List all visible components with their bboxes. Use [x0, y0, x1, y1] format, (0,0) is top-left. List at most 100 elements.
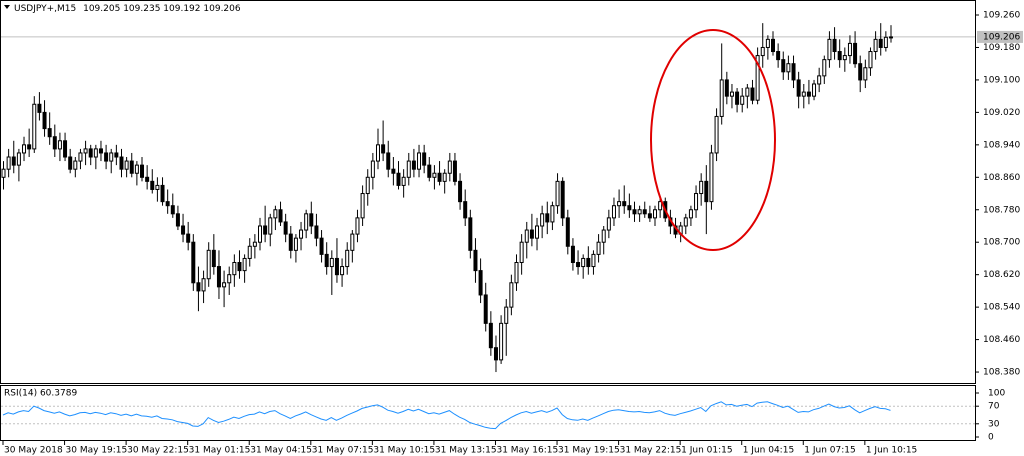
- candle-body: [98, 148, 103, 154]
- candle-body: [181, 225, 186, 235]
- x-tick-label: 31 May 19:15: [558, 446, 620, 456]
- candle-body: [437, 172, 442, 182]
- candle-body: [565, 217, 570, 247]
- x-tick-label: 31 May 04:15: [250, 446, 312, 456]
- candle-body: [360, 193, 365, 219]
- candle-body: [83, 148, 88, 154]
- candle-body: [442, 172, 447, 182]
- candle-body: [488, 322, 493, 349]
- highlight-ellipse: [650, 29, 776, 251]
- candle-body: [647, 213, 652, 219]
- candle-body: [601, 229, 606, 243]
- candle-body: [478, 270, 483, 296]
- candle-body: [776, 51, 781, 61]
- candle-body: [642, 209, 647, 215]
- candle-body: [427, 164, 432, 178]
- x-tick-label: 1 Jun 01:15: [681, 446, 732, 456]
- candle-body: [637, 209, 642, 215]
- rsi-line: [2, 401, 891, 430]
- candle-body: [740, 95, 745, 105]
- candle-body: [288, 233, 293, 251]
- x-tick-label: 30 May 19:15: [66, 446, 128, 456]
- candle-body: [422, 152, 427, 166]
- candle-body: [63, 140, 68, 158]
- candle-body: [868, 51, 873, 69]
- candle-body: [175, 213, 180, 227]
- candle-body: [483, 294, 488, 324]
- x-tick-label: 30 May 22:15: [127, 446, 189, 456]
- candle-body: [370, 160, 375, 178]
- candle-body: [622, 201, 627, 207]
- x-tick-label: 30 May 2018: [4, 446, 63, 456]
- candle-body: [52, 136, 57, 150]
- candle-body: [299, 229, 304, 239]
- candle-body: [714, 115, 719, 154]
- candle-body: [653, 209, 658, 219]
- y-tick-label: 108.540: [983, 303, 1020, 313]
- candle-body: [386, 152, 391, 170]
- x-tick-label: 1 Jun 10:15: [866, 446, 917, 456]
- candle-body: [832, 38, 837, 53]
- candle-body: [432, 172, 437, 178]
- y-tick-label: 109.260: [983, 11, 1020, 21]
- candle-body: [570, 245, 575, 264]
- candle-body: [78, 152, 83, 162]
- x-tick-label: 31 May 01:15: [189, 446, 251, 456]
- candle-body: [658, 201, 663, 211]
- y-tick-label: 100: [988, 389, 1005, 399]
- main-panel-frame: [0, 0, 976, 384]
- x-tick-label: 31 May 07:15: [312, 446, 374, 456]
- candle-body: [165, 201, 170, 207]
- candle-body: [858, 63, 863, 81]
- plot: 109.260 109.180 109.100 109.020 108.940 108.8…: [1, 11, 1023, 456]
- candle-body: [535, 225, 540, 239]
- candle-body: [206, 249, 211, 280]
- x-tick-label: 31 May 22:15: [620, 446, 682, 456]
- candle-body: [694, 193, 699, 211]
- rsi-panel-frame: [0, 385, 976, 441]
- candle-body: [883, 36, 888, 48]
- candle-body: [319, 237, 324, 255]
- candle-body: [227, 274, 232, 284]
- candle-body: [729, 91, 734, 97]
- candle-body: [16, 152, 21, 166]
- candle-body: [560, 180, 565, 219]
- candle-body: [11, 156, 16, 166]
- rsi-title: RSI(14) 60.3789: [4, 389, 77, 399]
- chart-header: USDJPY+,M15 109.205 109.235 109.192 109.…: [14, 4, 241, 14]
- candle-body: [847, 42, 852, 57]
- candle-body: [293, 237, 298, 251]
- candle-body: [745, 87, 750, 97]
- candle-body: [627, 205, 632, 211]
- candle-body: [529, 229, 534, 239]
- candle-body: [109, 152, 114, 162]
- candle-body: [201, 278, 206, 292]
- candle-body: [606, 217, 611, 231]
- candle-body: [314, 225, 319, 239]
- candle-body: [170, 205, 175, 215]
- candle-body: [468, 217, 473, 251]
- menu-triangle[interactable]: [4, 5, 10, 9]
- y-tick-label: 108.380: [983, 368, 1020, 378]
- candle-body: [596, 241, 601, 255]
- candle-body: [237, 262, 242, 272]
- candle-body: [550, 205, 555, 223]
- candle-body: [837, 51, 842, 61]
- candle-body: [155, 184, 160, 190]
- candle-body: [796, 79, 801, 97]
- header-high: 109.235: [123, 4, 160, 14]
- candle-body: [304, 213, 309, 231]
- candle-body: [735, 91, 740, 105]
- candle-body: [878, 38, 883, 48]
- candle-body: [283, 221, 288, 235]
- x-tick-label: 1 Jun 07:15: [804, 446, 855, 456]
- candle-body: [806, 91, 811, 97]
- y-tick-label: 108.860: [983, 173, 1020, 183]
- candle-body: [104, 152, 109, 162]
- candle-body: [401, 176, 406, 186]
- header-open: 109.205: [83, 4, 120, 14]
- candle-body: [827, 38, 832, 61]
- x-tick-label: 31 May 13:15: [435, 446, 497, 456]
- last-price-label: 109.206: [983, 32, 1020, 42]
- candle-body: [57, 140, 62, 150]
